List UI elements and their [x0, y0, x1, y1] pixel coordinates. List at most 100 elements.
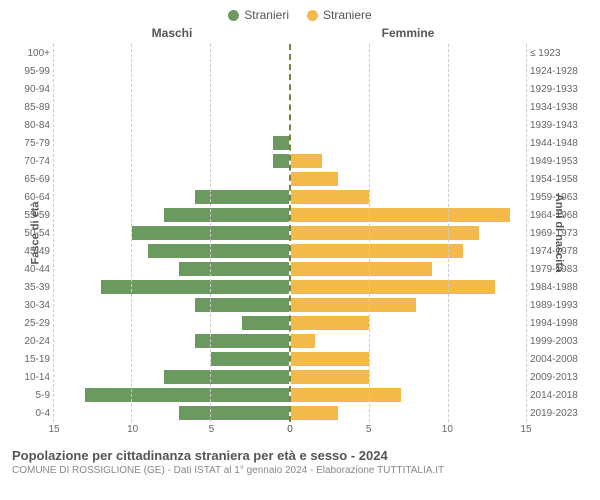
bar-male	[164, 370, 289, 384]
x-tick: 10	[127, 424, 138, 435]
male-side	[54, 44, 289, 422]
birth-label: 1999-2003	[526, 332, 590, 350]
bar-female	[291, 172, 338, 186]
age-label: 30-34	[10, 296, 54, 314]
bar-male	[211, 352, 289, 366]
bar-row-female	[291, 62, 526, 80]
bar-row-female	[291, 134, 526, 152]
birth-label: 1989-1993	[526, 296, 590, 314]
bar-row-female	[291, 44, 526, 62]
birth-label: 2009-2013	[526, 368, 590, 386]
x-tick: 5	[366, 424, 372, 435]
bar-row-female	[291, 224, 526, 242]
age-label: 5-9	[10, 386, 54, 404]
legend-label-female: Straniere	[323, 8, 372, 22]
bar-male	[273, 154, 289, 168]
chart-title: Popolazione per cittadinanza straniera p…	[12, 448, 588, 463]
bar-row-female	[291, 80, 526, 98]
bar-row-female	[291, 188, 526, 206]
birth-label: 1984-1988	[526, 278, 590, 296]
bar-female	[291, 262, 432, 276]
birth-label: ≤ 1923	[526, 44, 590, 62]
bar-female	[291, 316, 369, 330]
bar-female	[291, 298, 416, 312]
bar-row-male	[54, 242, 289, 260]
age-label: 10-14	[10, 368, 54, 386]
legend-item-male: Stranieri	[228, 8, 289, 22]
birth-label: 1994-1998	[526, 314, 590, 332]
bar-row-male	[54, 278, 289, 296]
bar-male	[195, 298, 289, 312]
bar-row-female	[291, 404, 526, 422]
birth-label: 1934-1938	[526, 98, 590, 116]
bar-female	[291, 190, 369, 204]
bar-male	[101, 280, 289, 294]
age-label: 75-79	[10, 134, 54, 152]
bar-row-male	[54, 98, 289, 116]
bar-row-female	[291, 386, 526, 404]
header-male: Maschi	[54, 26, 290, 40]
age-label: 85-89	[10, 98, 54, 116]
birth-label: 1924-1928	[526, 62, 590, 80]
footer: Popolazione per cittadinanza straniera p…	[10, 448, 590, 476]
birth-label: 2019-2023	[526, 404, 590, 422]
bar-male	[148, 244, 289, 258]
birth-label: 1939-1943	[526, 116, 590, 134]
x-tick: 0	[287, 424, 293, 435]
legend-swatch-male	[228, 10, 239, 21]
population-pyramid-chart: Stranieri Straniere Maschi Femmine Fasce…	[0, 0, 600, 500]
bar-row-male	[54, 206, 289, 224]
bar-row-female	[291, 296, 526, 314]
bar-row-female	[291, 206, 526, 224]
bar-female	[291, 226, 479, 240]
age-label: 90-94	[10, 80, 54, 98]
bar-row-female	[291, 278, 526, 296]
x-tick: 15	[48, 424, 59, 435]
age-label: 65-69	[10, 170, 54, 188]
bar-row-female	[291, 242, 526, 260]
bar-row-female	[291, 368, 526, 386]
bar-male	[179, 406, 289, 420]
bar-male	[195, 190, 289, 204]
bar-row-male	[54, 188, 289, 206]
bar-row-female	[291, 116, 526, 134]
bar-row-male	[54, 62, 289, 80]
bar-row-female	[291, 170, 526, 188]
x-tick: 10	[442, 424, 453, 435]
bar-male	[132, 226, 289, 240]
bar-male	[273, 136, 289, 150]
age-label: 0-4	[10, 404, 54, 422]
bar-female	[291, 154, 322, 168]
birth-label: 1954-1958	[526, 170, 590, 188]
chart-subtitle: COMUNE DI ROSSIGLIONE (GE) - Dati ISTAT …	[12, 465, 588, 476]
age-label: 100+	[10, 44, 54, 62]
bar-row-female	[291, 350, 526, 368]
bar-row-male	[54, 296, 289, 314]
bar-female	[291, 244, 463, 258]
bar-row-male	[54, 368, 289, 386]
bar-row-male	[54, 404, 289, 422]
plot-area: Fasce di età 100+95-9990-9485-8980-8475-…	[10, 44, 590, 422]
x-axis: 051015 051015	[10, 424, 590, 438]
bar-female	[291, 388, 401, 402]
bar-row-male	[54, 134, 289, 152]
x-tick: 15	[520, 424, 531, 435]
bar-row-male	[54, 44, 289, 62]
bar-row-female	[291, 332, 526, 350]
bar-female	[291, 334, 315, 348]
bar-row-male	[54, 260, 289, 278]
bar-female	[291, 280, 495, 294]
age-label: 95-99	[10, 62, 54, 80]
bar-row-female	[291, 314, 526, 332]
bar-row-female	[291, 152, 526, 170]
bar-row-male	[54, 224, 289, 242]
bar-male	[85, 388, 289, 402]
birth-label: 1929-1933	[526, 80, 590, 98]
age-label: 20-24	[10, 332, 54, 350]
bar-row-male	[54, 170, 289, 188]
birth-label: 2004-2008	[526, 350, 590, 368]
birth-label: 2014-2018	[526, 386, 590, 404]
age-label: 80-84	[10, 116, 54, 134]
bar-row-male	[54, 80, 289, 98]
legend-swatch-female	[307, 10, 318, 21]
